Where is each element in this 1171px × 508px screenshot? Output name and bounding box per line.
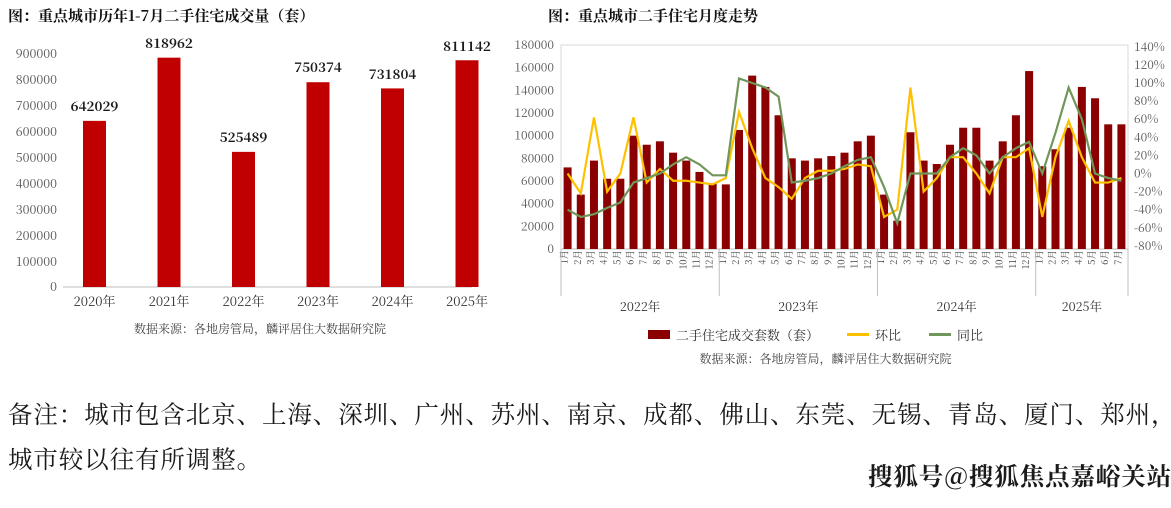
svg-text:60000: 60000 — [521, 172, 554, 189]
svg-text:6月: 6月 — [939, 250, 953, 265]
svg-text:750374: 750374 — [294, 56, 342, 76]
svg-text:2022年: 2022年 — [620, 297, 660, 315]
svg-text:8月: 8月 — [649, 250, 663, 265]
svg-text:10月: 10月 — [675, 250, 689, 269]
svg-text:5月: 5月 — [609, 250, 623, 265]
svg-text:8月: 8月 — [807, 250, 821, 265]
svg-text:7月: 7月 — [636, 250, 650, 265]
svg-text:数据来源：各地房管局，麟评居住大数据研究院: 数据来源：各地房管局，麟评居住大数据研究院 — [134, 320, 386, 337]
svg-text:40%: 40% — [1134, 128, 1158, 145]
svg-text:7月: 7月 — [794, 250, 808, 265]
svg-text:818962: 818962 — [145, 32, 193, 52]
svg-text:3月: 3月 — [899, 250, 913, 265]
svg-text:5月: 5月 — [768, 250, 782, 265]
svg-text:2022年: 2022年 — [222, 291, 264, 310]
svg-text:3月: 3月 — [583, 250, 597, 265]
svg-text:9月: 9月 — [662, 250, 676, 265]
svg-text:10月: 10月 — [992, 250, 1006, 269]
svg-text:800000: 800000 — [16, 70, 57, 88]
svg-text:-60%: -60% — [1134, 219, 1162, 236]
svg-text:700000: 700000 — [16, 96, 57, 114]
svg-text:1月: 1月 — [715, 250, 729, 264]
svg-text:80%: 80% — [1134, 92, 1158, 109]
svg-text:80000: 80000 — [521, 149, 554, 166]
svg-text:100%: 100% — [1134, 74, 1165, 91]
svg-text:600000: 600000 — [16, 122, 57, 140]
svg-text:2021年: 2021年 — [149, 291, 190, 310]
svg-text:642029: 642029 — [71, 95, 119, 115]
svg-text:12月: 12月 — [860, 250, 874, 269]
svg-text:11月: 11月 — [1005, 250, 1019, 268]
svg-text:2月: 2月 — [570, 250, 584, 265]
svg-text:731804: 731804 — [369, 63, 417, 83]
svg-text:4月: 4月 — [596, 250, 610, 265]
svg-text:12月: 12月 — [1018, 250, 1032, 269]
svg-text:9月: 9月 — [820, 250, 834, 265]
svg-text:500000: 500000 — [16, 148, 57, 166]
svg-text:5月: 5月 — [926, 250, 940, 265]
svg-text:4月: 4月 — [754, 250, 768, 265]
svg-text:200000: 200000 — [16, 226, 57, 244]
svg-text:11月: 11月 — [847, 250, 861, 268]
svg-text:140%: 140% — [1134, 38, 1165, 55]
svg-text:20%: 20% — [1134, 146, 1158, 163]
svg-text:0: 0 — [547, 240, 554, 257]
svg-text:0%: 0% — [1134, 165, 1152, 182]
svg-text:2023年: 2023年 — [778, 297, 818, 315]
svg-text:-40%: -40% — [1134, 201, 1162, 218]
svg-text:0: 0 — [50, 277, 57, 295]
svg-text:900000: 900000 — [16, 44, 57, 62]
svg-text:6月: 6月 — [1097, 250, 1111, 265]
svg-text:3月: 3月 — [741, 250, 755, 265]
svg-text:140000: 140000 — [514, 81, 554, 98]
svg-text:3月: 3月 — [1058, 250, 1072, 265]
svg-text:100000: 100000 — [514, 127, 554, 144]
svg-text:10月: 10月 — [834, 250, 848, 269]
svg-text:11月: 11月 — [688, 250, 702, 268]
svg-text:2024年: 2024年 — [936, 297, 976, 315]
svg-text:100000: 100000 — [16, 252, 57, 270]
svg-text:7月: 7月 — [952, 250, 966, 265]
svg-text:120000: 120000 — [514, 104, 554, 121]
svg-text:-20%: -20% — [1134, 183, 1162, 200]
svg-text:5月: 5月 — [1084, 250, 1098, 265]
svg-text:4月: 4月 — [913, 250, 927, 265]
svg-text:2020年: 2020年 — [74, 291, 116, 310]
svg-text:60%: 60% — [1134, 110, 1158, 127]
svg-text:-80%: -80% — [1134, 237, 1162, 254]
svg-text:525489: 525489 — [220, 126, 268, 146]
svg-text:40000: 40000 — [521, 195, 554, 212]
svg-text:1月: 1月 — [873, 250, 887, 264]
svg-text:2月: 2月 — [886, 250, 900, 265]
svg-text:20000: 20000 — [521, 217, 554, 234]
svg-text:7月: 7月 — [1110, 250, 1124, 265]
svg-text:400000: 400000 — [16, 174, 57, 192]
svg-text:12月: 12月 — [702, 250, 716, 269]
svg-text:2023年: 2023年 — [297, 291, 339, 310]
svg-text:2024年: 2024年 — [372, 291, 414, 310]
svg-text:120%: 120% — [1134, 56, 1165, 73]
svg-text:8月: 8月 — [965, 250, 979, 265]
svg-text:160000: 160000 — [514, 59, 554, 76]
svg-text:180000: 180000 — [514, 36, 554, 53]
svg-text:1月: 1月 — [557, 250, 571, 264]
svg-text:300000: 300000 — [16, 200, 57, 218]
svg-text:6月: 6月 — [781, 250, 795, 265]
svg-text:1月: 1月 — [1031, 250, 1045, 264]
svg-text:6月: 6月 — [623, 250, 637, 265]
svg-text:4月: 4月 — [1071, 250, 1085, 265]
svg-text:2025年: 2025年 — [1062, 297, 1102, 315]
svg-text:2月: 2月 — [728, 250, 742, 265]
svg-text:2月: 2月 — [1044, 250, 1058, 265]
svg-text:9月: 9月 — [979, 250, 993, 265]
